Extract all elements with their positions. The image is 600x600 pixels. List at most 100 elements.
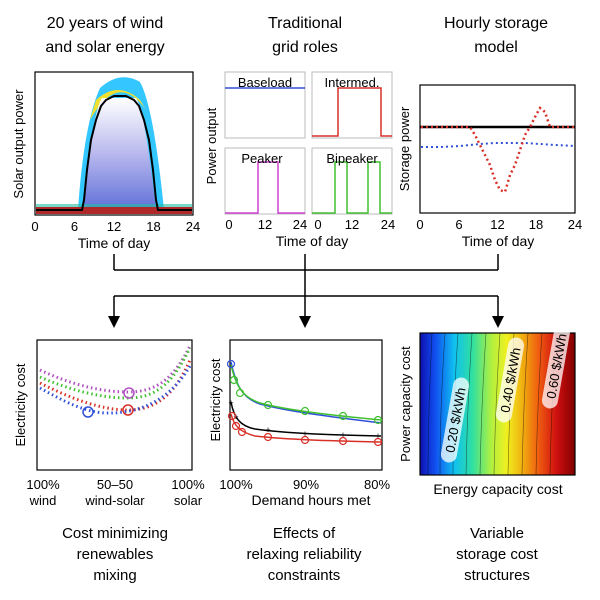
data-marker [229, 375, 239, 385]
contour-lines [427, 332, 557, 476]
reliability-markers: + + + + + + [226, 359, 383, 447]
optimum-marker [122, 404, 134, 416]
tick-label: 50–50 [97, 477, 133, 492]
contour-line [465, 332, 473, 476]
contour-label-bg [440, 377, 470, 463]
subplot-title: Intermed. [325, 75, 380, 90]
solar-heatmap-yellow [90, 90, 146, 120]
plot-frame [224, 71, 306, 139]
contour-line [521, 332, 529, 476]
data-marker [263, 432, 273, 442]
tick-label: 100% [26, 477, 60, 492]
caption: Effects of [273, 525, 336, 542]
solar-heatmap-core [84, 98, 156, 210]
panel-wind-solar: 20 years of wind and solar energy Solar … [11, 15, 200, 251]
plot-frame [229, 339, 383, 471]
panel-title: grid roles [272, 39, 338, 56]
tick-label: 100% [219, 477, 253, 492]
mixing-curve-purple [39, 345, 192, 394]
y-axis-label: Power output [204, 107, 219, 184]
bipeaker-line [312, 161, 392, 214]
tick-label: 100% [171, 477, 205, 492]
tick-label: 12 [258, 217, 272, 232]
x-ticks: 100% 90% 80% [219, 477, 390, 492]
tick-label: 6 [455, 217, 462, 232]
tick-label: 12 [345, 217, 359, 232]
x-ticks: 0 6 12 18 24 [416, 217, 582, 232]
tick-label: solar [174, 493, 203, 508]
data-marker: + [302, 429, 307, 439]
caption: structures [464, 567, 530, 584]
panel-reliability: + + + + + + Electricity cost 100% 90% 80… [208, 339, 390, 584]
data-marker [373, 437, 383, 447]
tick-label: 18 [529, 217, 543, 232]
tick-label: 0 [416, 217, 423, 232]
solar-heatmap-floor [36, 207, 192, 214]
data-marker [263, 400, 273, 410]
tick-label: 0 [31, 219, 38, 234]
contour-label-bg [541, 323, 571, 409]
tick-label: 0 [314, 217, 321, 232]
contour-line [493, 332, 501, 476]
data-marker [237, 427, 247, 437]
peaker-line [225, 161, 305, 214]
tick-label: 0 [225, 217, 232, 232]
tick-label: 6 [71, 219, 78, 234]
subplot-intermediate: Intermed. [311, 71, 393, 139]
contour-line [479, 332, 487, 476]
panel-title: Hourly storage [444, 15, 548, 32]
x-axis-label: Time of day [276, 233, 349, 249]
caption: renewables [77, 546, 154, 563]
y-axis-label: Storage power [397, 106, 412, 191]
data-marker: + [233, 412, 238, 422]
y-axis-label: Electricity cost [208, 358, 223, 441]
data-marker [235, 388, 245, 398]
data-marker: + [375, 431, 380, 441]
caption: Variable [470, 525, 524, 542]
tick-label: wind [29, 493, 57, 508]
optimum-marker [82, 406, 94, 418]
plot-frame [311, 147, 393, 215]
data-marker: + [228, 398, 233, 408]
plot-frame [311, 71, 393, 139]
panel-mixing: Electricity cost 100% 50–50 100% wind wi… [13, 339, 205, 584]
caption: storage cost [456, 546, 539, 563]
x-axis-label: Time of day [78, 235, 151, 251]
x-ticks: 0 6 12 18 24 [31, 219, 200, 234]
plot-frame [36, 339, 193, 471]
data-marker [300, 435, 310, 445]
tick-label: 18 [146, 219, 160, 234]
y-axis-label: Solar output power [11, 89, 26, 199]
subplot-title: Peaker [241, 151, 283, 166]
data-marker: + [340, 430, 345, 440]
tick-label: 24 [186, 219, 200, 234]
intermediate-line [312, 87, 392, 137]
subplot-baseload: Baseload [224, 71, 306, 139]
subplot-title: Bipeaker [326, 151, 378, 166]
x-ticks: 0 12 24 0 12 24 [225, 217, 395, 232]
data-marker [231, 421, 241, 431]
subplot-title: Baseload [238, 75, 292, 90]
x-ticks: 100% 50–50 100% wind wind-solar solar [26, 477, 205, 508]
panel-title: and solar energy [45, 39, 164, 56]
storage-soc-line [421, 142, 576, 148]
tick-label: 90% [293, 477, 319, 492]
contour-line [427, 332, 433, 476]
panel-storage: Hourly storage model Storage power 0 6 1… [397, 15, 582, 249]
contour-line [535, 332, 543, 476]
x-axis-label: Demand hours met [251, 492, 370, 508]
subplot-bipeaker: Bipeaker [311, 147, 393, 215]
connector [108, 254, 504, 328]
tick-label: 24 [293, 217, 307, 232]
data-marker [227, 411, 237, 421]
optimum-marker [123, 387, 135, 399]
contour-label-bg [495, 337, 525, 423]
data-marker [373, 415, 383, 425]
data-marker [338, 411, 348, 421]
panel-title: 20 years of wind [47, 15, 164, 32]
subplot-peaker: Peaker [224, 147, 306, 215]
data-marker [226, 359, 236, 369]
data-marker: + [265, 425, 270, 435]
solar-heatmap-floor2 [36, 204, 192, 207]
